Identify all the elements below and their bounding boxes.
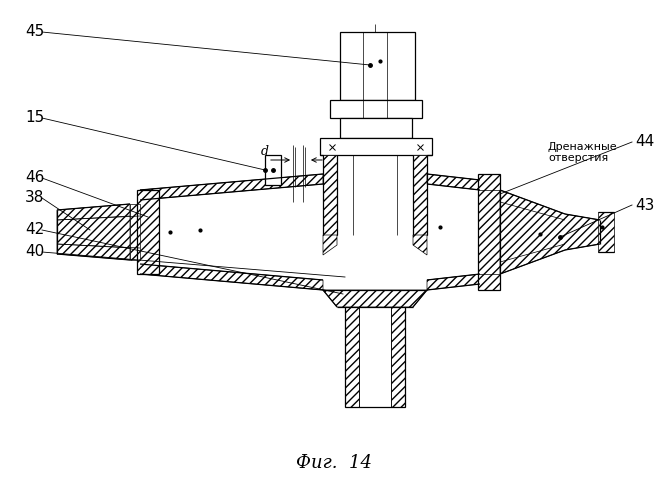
Text: 46: 46 bbox=[25, 170, 44, 186]
Bar bbox=[340, 118, 412, 138]
Polygon shape bbox=[500, 190, 600, 274]
Polygon shape bbox=[413, 155, 427, 235]
Text: d: d bbox=[261, 145, 269, 158]
Text: 43: 43 bbox=[635, 198, 655, 212]
Polygon shape bbox=[391, 307, 405, 407]
Text: 40: 40 bbox=[25, 244, 44, 260]
Text: Дренажные: Дренажные bbox=[548, 142, 618, 152]
Bar bbox=[265, 155, 281, 185]
Polygon shape bbox=[323, 290, 427, 307]
Text: 38: 38 bbox=[25, 190, 44, 206]
Polygon shape bbox=[323, 235, 337, 255]
Polygon shape bbox=[323, 155, 337, 235]
Polygon shape bbox=[57, 204, 130, 260]
Polygon shape bbox=[345, 307, 359, 407]
Bar bbox=[130, 204, 140, 260]
Polygon shape bbox=[427, 174, 480, 190]
Bar bbox=[330, 100, 422, 118]
Text: 45: 45 bbox=[25, 24, 44, 40]
Text: отверстия: отверстия bbox=[548, 153, 609, 163]
Bar bbox=[340, 32, 415, 100]
Bar bbox=[478, 174, 500, 290]
Polygon shape bbox=[140, 264, 323, 290]
Polygon shape bbox=[140, 174, 323, 200]
Text: 44: 44 bbox=[635, 134, 654, 150]
Text: Фиг.  14: Фиг. 14 bbox=[296, 454, 372, 472]
Bar bbox=[320, 138, 432, 155]
Polygon shape bbox=[427, 274, 480, 290]
Text: 15: 15 bbox=[25, 110, 44, 126]
Bar bbox=[598, 212, 614, 252]
Text: 42: 42 bbox=[25, 222, 44, 238]
Bar bbox=[137, 190, 159, 274]
Polygon shape bbox=[413, 235, 427, 255]
